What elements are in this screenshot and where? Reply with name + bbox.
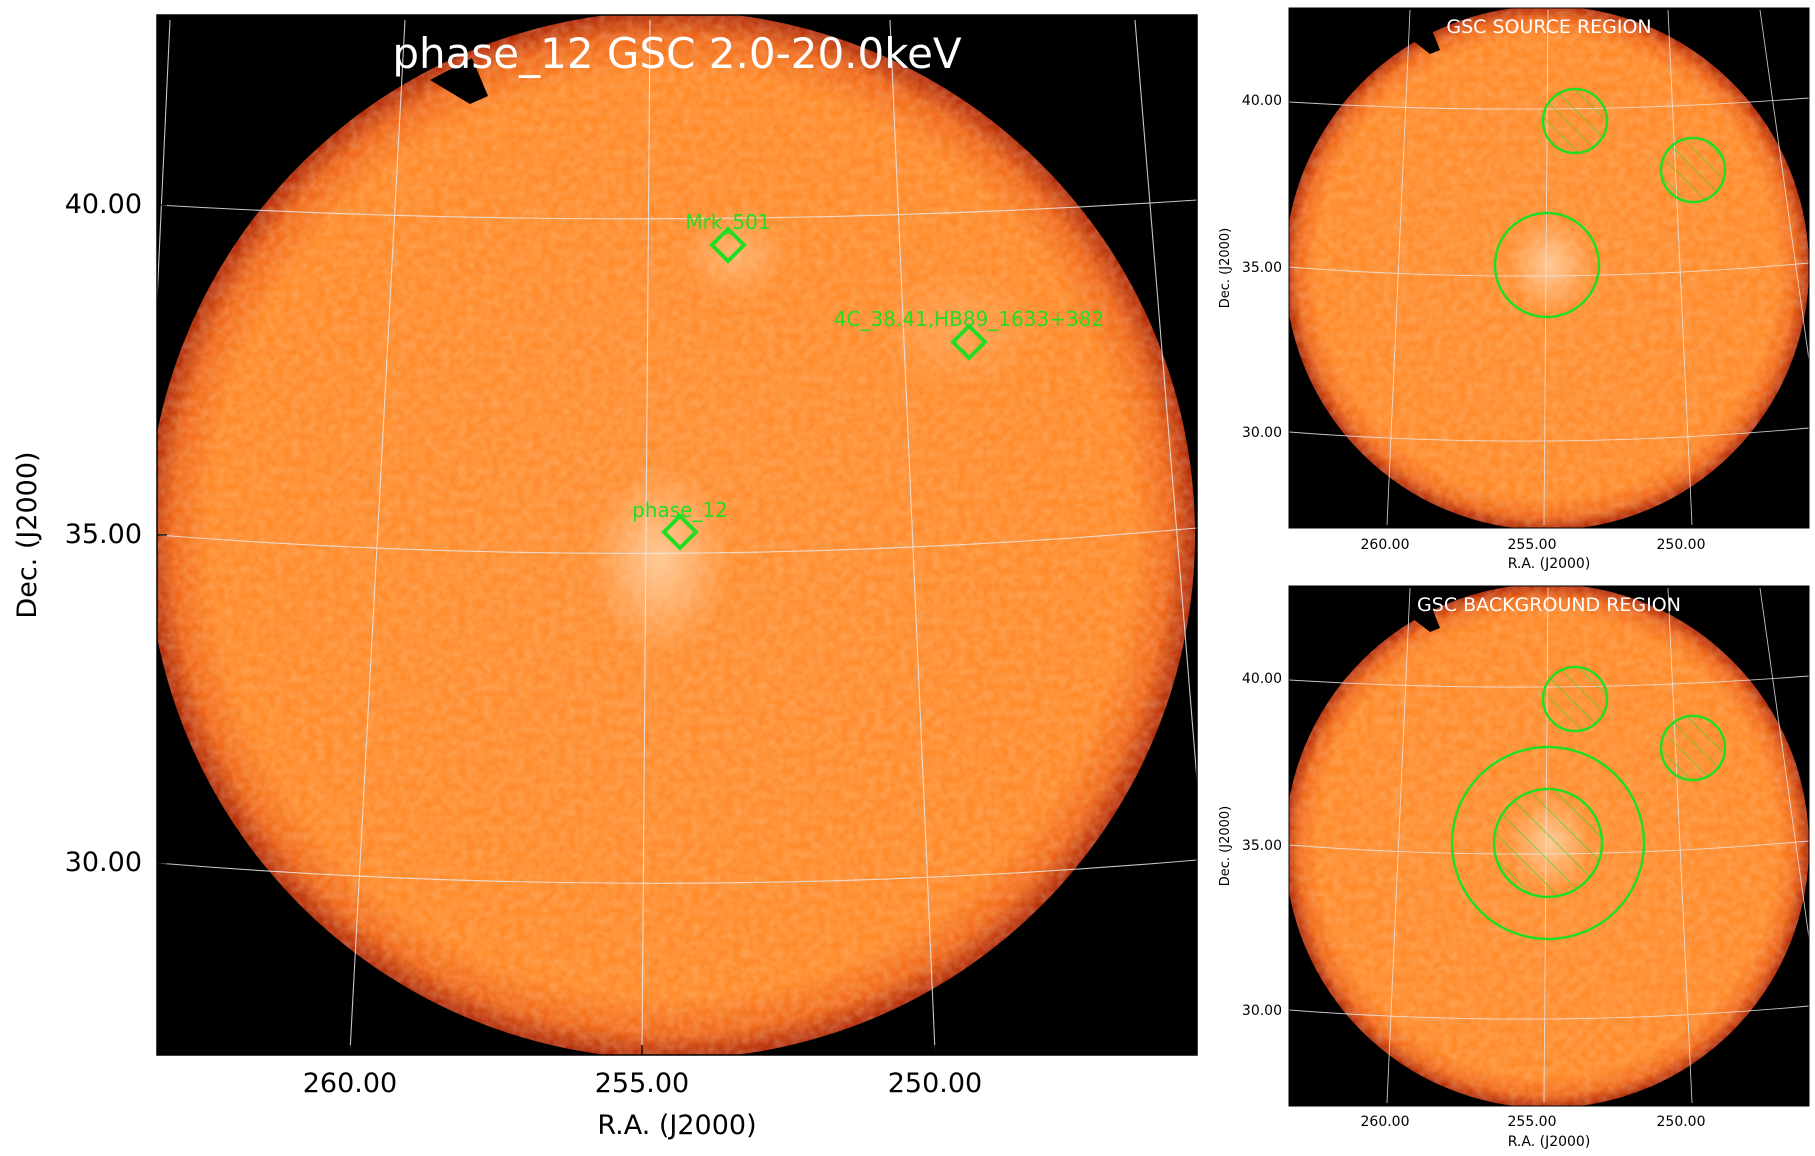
main-image-panel: Mrk_501 4C_38.41,HB89_1633+382 phase_12 … <box>12 14 1198 1141</box>
excluded-source-region <box>1541 87 1609 155</box>
coordinate-grid <box>157 19 1197 1053</box>
x-tick-label: 255.00 <box>1508 537 1557 553</box>
source-label-mrk-501: Mrk_501 <box>685 210 770 234</box>
y-tick-label: 40.00 <box>1242 671 1282 687</box>
source-glow <box>880 270 1040 390</box>
y-tick-label: 30.00 <box>65 847 142 878</box>
field-notch <box>430 58 488 104</box>
source-markers <box>661 226 988 551</box>
excluded-source-region <box>1659 714 1727 782</box>
background-annulus-inner-excluded <box>1492 787 1604 899</box>
marker-phase-12 <box>661 513 699 551</box>
y-axis-label: Dec. (J2000) <box>1218 228 1233 308</box>
x-axis-label: R.A. (J2000) <box>597 1110 756 1141</box>
x-tick-label: 250.00 <box>1657 1114 1706 1130</box>
main-title: phase_12 GSC 2.0-20.0keV <box>392 29 962 78</box>
source-glow <box>590 465 730 655</box>
excluded-source-region <box>1541 665 1609 733</box>
y-axis-label: Dec. (J2000) <box>1218 806 1233 886</box>
y-axis-label: Dec. (J2000) <box>12 451 43 618</box>
y-tick-label: 40.00 <box>1242 93 1282 109</box>
x-tick-label: 250.00 <box>888 1068 982 1099</box>
field-notch <box>1412 30 1440 54</box>
marker-4c-38-41 <box>950 323 988 361</box>
source-label-4c-38-41: 4C_38.41,HB89_1633+382 <box>834 307 1104 331</box>
source-panel-title: GSC SOURCE REGION <box>1446 16 1651 38</box>
source-region-circle <box>1493 211 1601 319</box>
y-tick-label: 30.00 <box>1242 1003 1282 1019</box>
y-tick-label: 30.00 <box>1242 425 1282 441</box>
x-axis-label: R.A. (J2000) <box>1508 556 1591 572</box>
y-tick-label: 35.00 <box>65 519 142 550</box>
y-tick-label: 40.00 <box>65 189 142 220</box>
x-axis-label: R.A. (J2000) <box>1508 1134 1591 1150</box>
source-axes-frame <box>1288 7 1810 529</box>
field-notch <box>1412 608 1440 632</box>
x-tick-label: 255.00 <box>1508 1114 1557 1130</box>
x-tick-label: 255.00 <box>595 1068 689 1099</box>
background-panel-title: GSC BACKGROUND REGION <box>1417 594 1681 616</box>
source-label-phase-12: phase_12 <box>632 498 728 522</box>
x-tick-label: 260.00 <box>303 1068 397 1099</box>
coordinate-grid <box>1289 9 1809 526</box>
x-tick-label: 250.00 <box>1657 537 1706 553</box>
marker-mrk-501 <box>709 226 747 264</box>
source-region-panel: GSC SOURCE REGION 260.00 255.00 250.00 4… <box>1218 7 1810 572</box>
background-annulus-outer <box>1450 745 1646 941</box>
main-tick-marks <box>157 204 936 1055</box>
background-axes-frame <box>1288 585 1810 1107</box>
x-tick-label: 260.00 <box>1361 1114 1410 1130</box>
y-tick-label: 35.00 <box>1242 838 1282 854</box>
y-tick-label: 35.00 <box>1242 260 1282 276</box>
excluded-source-region <box>1659 136 1727 204</box>
background-region-panel: GSC BACKGROUND REGION 260.00 255.00 250.… <box>1218 585 1810 1150</box>
source-glow <box>1508 217 1592 313</box>
x-tick-label: 260.00 <box>1361 537 1410 553</box>
